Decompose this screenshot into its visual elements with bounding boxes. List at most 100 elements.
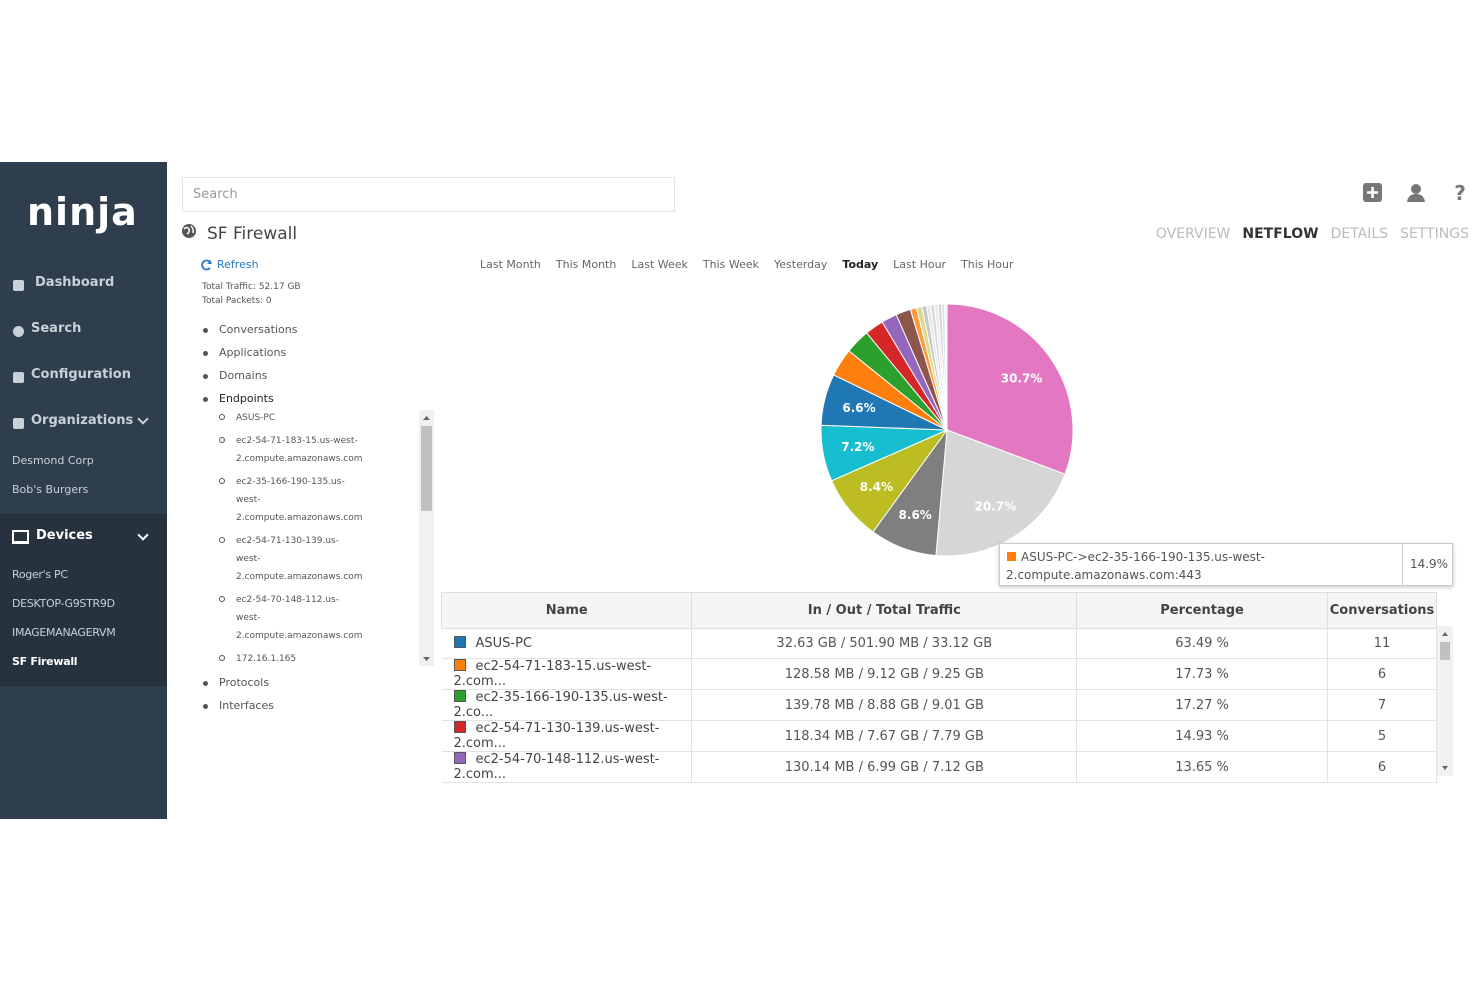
bullet <box>203 328 208 333</box>
endpoint-item[interactable]: ec2-54-71-130-139.us-west-2.compute.amaz… <box>236 536 363 582</box>
endpoint-bullet <box>219 478 225 484</box>
endpoint-bullet <box>219 414 225 420</box>
refresh-link[interactable]: Refresh <box>217 258 259 271</box>
tree-item[interactable]: Applications <box>219 346 287 359</box>
table-cell: ec2-54-70-148-112.us-west-2.com... <box>441 751 693 783</box>
table-cell: 130.14 MB / 6.99 GB / 7.12 GB <box>691 751 1078 783</box>
table-cell: 118.34 MB / 7.67 GB / 7.79 GB <box>691 720 1078 752</box>
column-header: In / Out / Total Traffic <box>691 592 1078 629</box>
sidebar: ninja Dashboard Search Configuration Organiz… <box>0 162 167 819</box>
endpoint-row: 172.16.1.165 <box>215 650 418 666</box>
endpoint-item[interactable]: 172.16.1.165 <box>236 654 297 664</box>
tooltip-value: 14.9% <box>1402 544 1455 585</box>
org-item[interactable]: Desmond Corp <box>12 454 94 467</box>
row-swatch <box>453 636 466 648</box>
nav-icon <box>13 418 24 429</box>
nav-item[interactable]: Dashboard <box>35 275 115 290</box>
nav-icon <box>13 326 24 337</box>
devices-icon <box>12 530 29 544</box>
bullet <box>203 681 208 686</box>
time-range[interactable]: Yesterday <box>774 258 828 271</box>
endpoint-row: ASUS-PC <box>215 410 418 427</box>
slice-label: 8.4% <box>860 480 893 494</box>
table-cell: 6 <box>1327 658 1437 690</box>
table-cell: 17.73 % <box>1076 658 1328 690</box>
device-title: SF Firewall <box>207 224 298 244</box>
tree-item[interactable]: Conversations <box>219 323 298 336</box>
devices-header[interactable]: Devices <box>36 528 93 543</box>
pie-slice <box>946 303 1074 475</box>
time-range[interactable]: Last Week <box>631 258 688 271</box>
table-cell: 128.58 MB / 9.12 GB / 9.25 GB <box>691 658 1078 690</box>
logo: ninja <box>27 190 138 234</box>
table-row[interactable]: ASUS-PC 32.63 GB / 501.90 MB / 33.12 GB 63… <box>441 628 1437 659</box>
time-range[interactable]: This Week <box>702 258 760 271</box>
endpoint-item[interactable]: ec2-54-71-183-15.us-west-2.compute.amazo… <box>236 436 363 464</box>
table-cell: 63.49 % <box>1076 628 1328 659</box>
table-cell: 6 <box>1327 751 1437 783</box>
search-placeholder: Search <box>193 187 238 202</box>
tabs: OVERVIEW NETFLOW DETAILS SETTINGS <box>1156 226 1469 242</box>
endpoint-item[interactable]: ec2-35-166-190-135.us-west-2.compute.ama… <box>236 477 363 523</box>
endpoint-row: ec2-35-166-190-135.us-west-2.compute.ama… <box>215 473 418 527</box>
table-cell: 32.63 GB / 501.90 MB / 33.12 GB <box>691 628 1078 659</box>
table-row[interactable]: ec2-54-71-183-15.us-west-2.com... 128.58 … <box>441 658 1437 690</box>
bullet <box>203 374 208 379</box>
table-cell: 139.78 MB / 8.88 GB / 9.01 GB <box>691 689 1078 721</box>
tab[interactable]: DETAILS <box>1330 226 1389 242</box>
table-cell: 7 <box>1327 689 1437 721</box>
table-cell: ec2-54-71-183-15.us-west-2.com... <box>441 658 693 690</box>
device-item[interactable]: SF Firewall <box>12 655 78 668</box>
endpoint-bullet <box>219 437 225 443</box>
time-range[interactable]: Last Month <box>480 258 541 271</box>
total-packets: Total Packets: 0 <box>202 296 272 306</box>
endpoint-bullet <box>219 655 225 661</box>
device-item[interactable]: IMAGEMANAGERVM <box>12 626 116 639</box>
user-icon[interactable] <box>1411 184 1421 194</box>
tab[interactable]: OVERVIEW <box>1155 226 1231 242</box>
device-item[interactable]: Roger's PC <box>12 568 68 581</box>
scrollbar[interactable] <box>419 410 434 666</box>
time-range[interactable]: Last Hour <box>893 258 947 271</box>
endpoint-row: ec2-54-71-183-15.us-west-2.compute.amazo… <box>215 432 418 468</box>
table-row[interactable]: ec2-35-166-190-135.us-west-2.co... 139.78… <box>441 689 1437 721</box>
cell-text: ASUS-PC <box>475 636 533 651</box>
time-range[interactable]: Today <box>842 258 879 271</box>
org-item[interactable]: Bob's Burgers <box>12 483 89 496</box>
search-box[interactable]: Search <box>182 177 675 212</box>
tab[interactable]: SETTINGS <box>1400 226 1469 242</box>
slice-label: 8.6% <box>899 508 932 522</box>
tooltip-swatch <box>1007 552 1016 561</box>
nav-icon <box>13 372 24 383</box>
endpoint-item[interactable]: ASUS-PC <box>236 413 276 423</box>
nav-item[interactable]: Organizations <box>31 413 134 428</box>
table-scrollbar[interactable] <box>1437 626 1453 776</box>
refresh-icon <box>201 259 212 271</box>
tree-item[interactable]: Interfaces <box>219 699 274 712</box>
chevron <box>137 413 149 425</box>
nav-item[interactable]: Search <box>31 321 82 336</box>
help-icon[interactable]: ? <box>1454 181 1466 205</box>
row-swatch <box>453 721 466 733</box>
bullet <box>203 351 208 356</box>
tree-item[interactable]: Endpoints <box>219 392 274 405</box>
toolbar-icons: ? <box>1363 181 1466 205</box>
time-range[interactable]: This Hour <box>961 258 1014 271</box>
tree-item[interactable]: Domains <box>219 369 268 382</box>
tree-item[interactable]: Protocols <box>219 676 270 689</box>
table-cell: 13.65 % <box>1076 751 1328 783</box>
globe-icon <box>182 224 196 238</box>
endpoint-item[interactable]: ec2-54-70-148-112.us-west-2.compute.amaz… <box>236 595 363 641</box>
device-item[interactable]: DESKTOP-G9STR9D <box>12 597 115 610</box>
nav-icon <box>13 280 24 291</box>
tab[interactable]: NETFLOW <box>1242 226 1319 242</box>
slice-label: 20.7% <box>975 500 1017 514</box>
endpoint-row: ec2-54-71-130-139.us-west-2.compute.amaz… <box>215 532 418 586</box>
table-row[interactable]: ec2-54-71-130-139.us-west-2.com... 118.34… <box>441 720 1437 752</box>
nav-item[interactable]: Configuration <box>31 367 131 382</box>
row-swatch <box>453 690 466 702</box>
column-header: Percentage <box>1076 592 1328 629</box>
table-row[interactable]: ec2-54-70-148-112.us-west-2.com... 130.14… <box>441 751 1437 783</box>
time-range[interactable]: This Month <box>555 258 617 271</box>
